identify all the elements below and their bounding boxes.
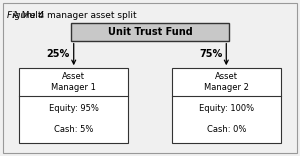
Bar [19,68,128,143]
Text: 75%: 75% [199,49,222,59]
Text: Asset
Manager 2: Asset Manager 2 [204,72,249,92]
Text: Unit Trust Fund: Unit Trust Fund [108,27,192,37]
Text: 25%: 25% [46,49,70,59]
Bar [172,68,281,143]
Text: A Multi manager asset split: A Multi manager asset split [7,11,137,20]
Text: Figure 4: Figure 4 [7,11,44,20]
Bar [71,23,229,41]
Text: Equity: 95%

Cash: 5%: Equity: 95% Cash: 5% [49,104,99,134]
Text: Asset
Manager 1: Asset Manager 1 [51,72,96,92]
Text: Equity: 100%

Cash: 0%: Equity: 100% Cash: 0% [199,104,254,134]
